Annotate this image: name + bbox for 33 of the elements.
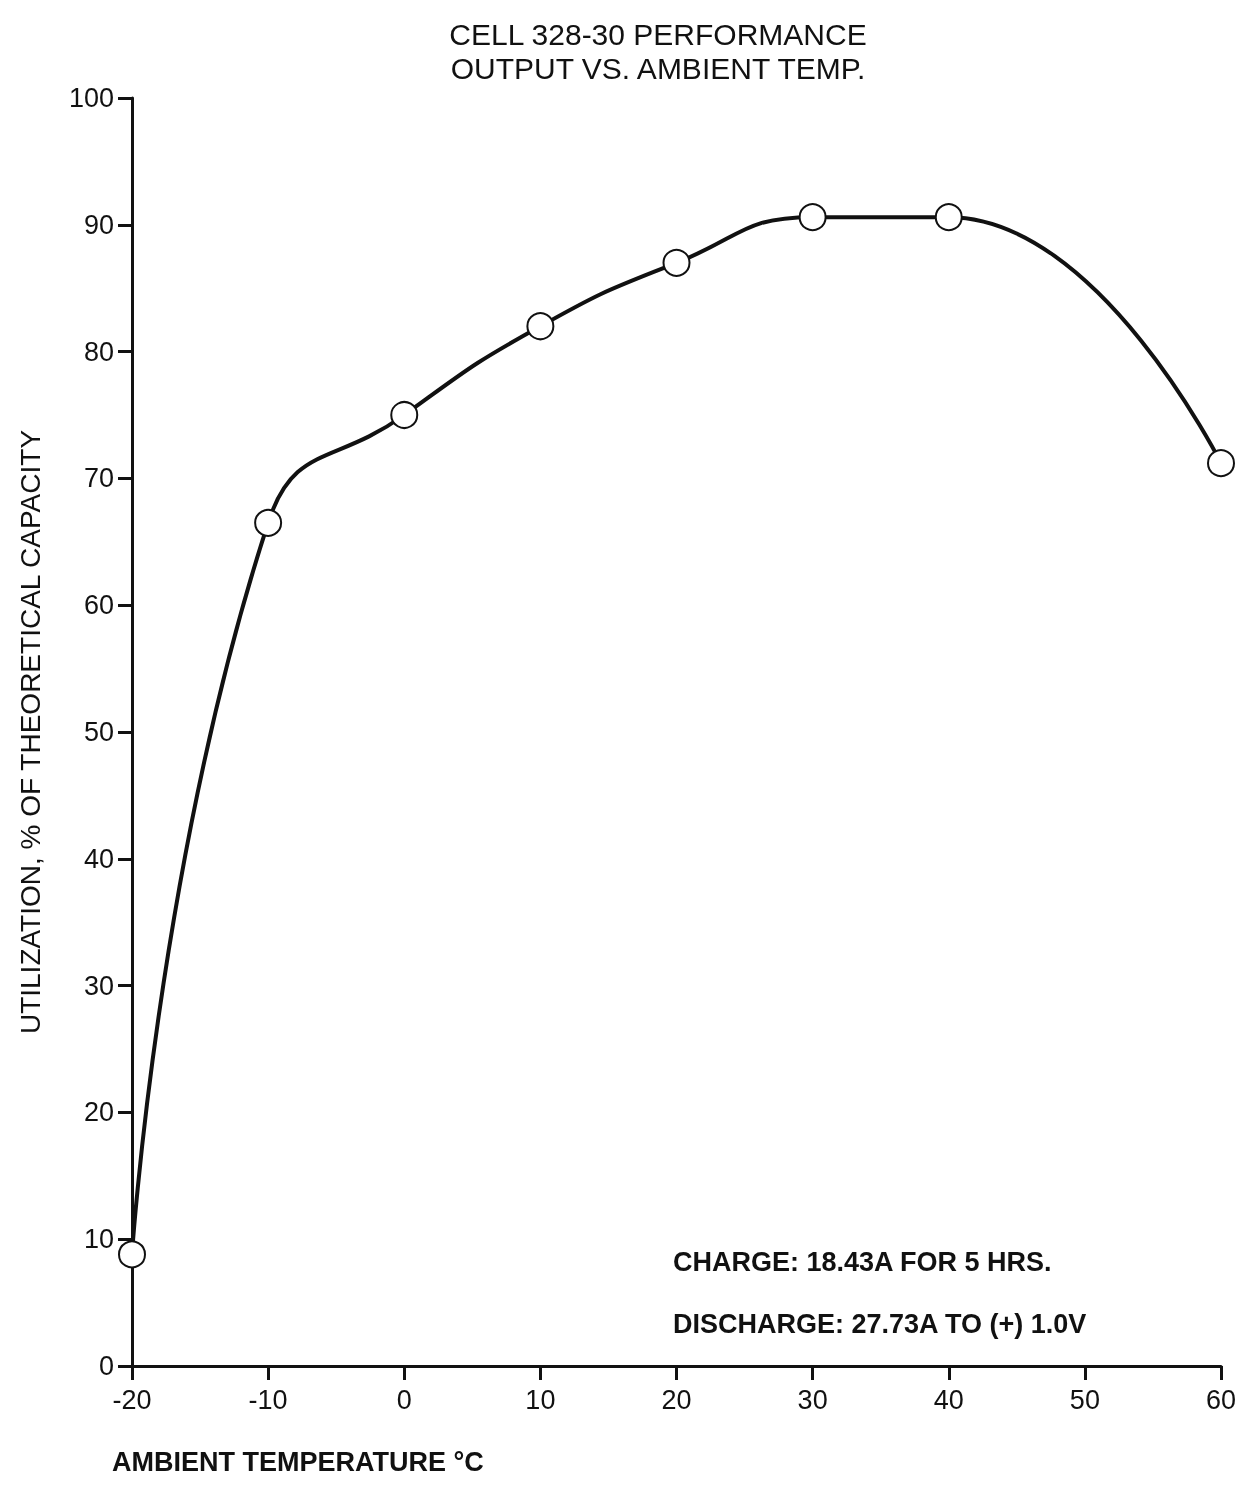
x-axis-title: AMBIENT TEMPERATURE °C [112, 1446, 484, 1477]
point [254, 508, 283, 537]
x-tick-label: 20 [661, 1384, 692, 1415]
chart-title: CELL 328-30 PERFORMANCE OUTPUT VS. AMBIENT TEMP. [449, 17, 867, 85]
x-tick-label: 30 [797, 1384, 828, 1415]
point [662, 248, 691, 277]
x-tick-label: 0 [396, 1384, 412, 1415]
annotation: DISCHARGE: 27.73A TO (+) 1.0V [673, 1308, 1087, 1339]
y-tick-label: 10 [83, 1224, 114, 1255]
y-tick-label: 70 [83, 463, 114, 494]
point [390, 401, 419, 429]
x-tick-label: 10 [525, 1384, 556, 1415]
x-tick-label: 50 [1069, 1384, 1100, 1415]
point [118, 1240, 146, 1269]
x-tick-label: 40 [933, 1384, 964, 1415]
x-tick-label: -10 [248, 1384, 288, 1415]
y-tick-label: 60 [83, 590, 114, 621]
y-axis-title: UTILIZATION, % OF THEORETICAL CAPACITY [14, 429, 46, 1035]
y-tick-label: 40 [83, 843, 114, 874]
y-tick-label: 50 [83, 717, 114, 747]
y-tick-label: 80 [83, 336, 114, 367]
y-tick-label: 30 [83, 970, 114, 1001]
y-tick-label: 20 [83, 1097, 114, 1128]
point [1207, 449, 1235, 478]
x-tick-label: 60 [1205, 1384, 1237, 1415]
y-tick-label: 0 [98, 1351, 114, 1381]
point [526, 312, 555, 341]
point [798, 203, 827, 232]
annotation: CHARGE: 18.43A FOR 5 HRS. [673, 1246, 1052, 1277]
y-tick-label: 100 [68, 83, 114, 113]
x-tick-label: -20 [112, 1384, 152, 1415]
point [934, 203, 963, 232]
y-tick-label: 90 [83, 209, 114, 240]
